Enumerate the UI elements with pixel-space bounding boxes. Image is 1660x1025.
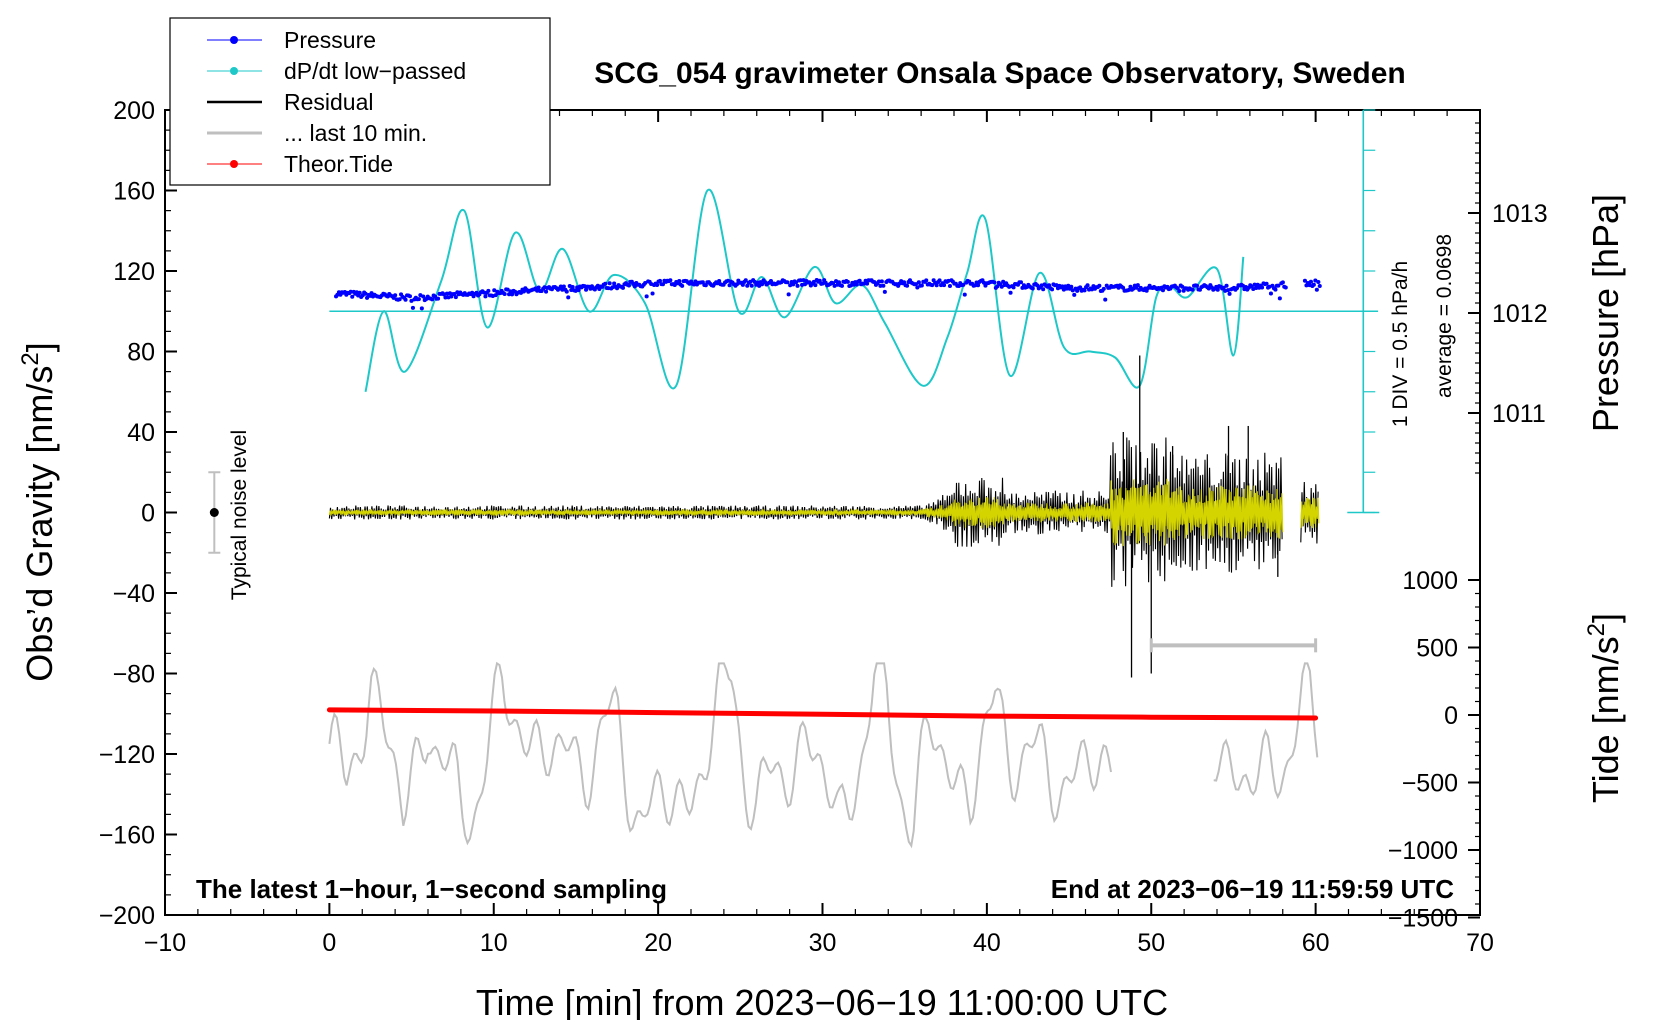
x-tick-label: 70 [1466, 929, 1494, 957]
y-tick-label: 200 [113, 97, 155, 125]
dpdt-scale-bar [1347, 109, 1380, 514]
chart-title: SCG_054 gravimeter Onsala Space Observat… [594, 57, 1406, 90]
y-tick-label: −80 [113, 661, 155, 689]
x-tick-label: 0 [322, 929, 336, 957]
y-axis-tide: 1000 500 0 −500 −1000 −1500 [1388, 567, 1480, 933]
y-left-label-sup: 2 [17, 352, 44, 365]
last10-bar [1149, 638, 1318, 653]
legend-label-last10: ... last 10 min. [284, 120, 427, 146]
x-tick-label: −10 [144, 929, 186, 957]
grey-series-line-2 [1213, 662, 1319, 800]
y-tick-label: 0 [141, 500, 155, 528]
legend-label-tide: Theor.Tide [284, 151, 393, 177]
grey-band-series [328, 661, 1319, 849]
tide-tick-label: −500 [1402, 770, 1458, 798]
x-tick-label: 40 [973, 929, 1001, 957]
legend-item-residual: Residual [207, 89, 374, 115]
legend-marker-pressure [230, 36, 238, 44]
x-tick-label: 30 [809, 929, 837, 957]
x-tick-label: 10 [480, 929, 508, 957]
y-tick-label: 160 [113, 178, 155, 206]
tide-axis-label: Tide [nm/s2] [1583, 613, 1626, 803]
legend-item-last10: ... last 10 min. [207, 120, 427, 146]
grey-series-line-1 [328, 661, 1112, 849]
bottom-right-note: End at 2023−06−19 11:59:59 UTC [1051, 874, 1454, 904]
tide-tick-label: 500 [1416, 635, 1458, 663]
legend-item-pressure: Pressure [207, 27, 376, 53]
x-axis: −10 0 10 20 30 40 50 60 70 [144, 110, 1494, 957]
tide-tick-label: 0 [1444, 702, 1458, 730]
y-axis-pressure: 1013 1012 1011 [1468, 122, 1548, 474]
bottom-left-note: The latest 1−hour, 1−second sampling [196, 874, 667, 904]
tide-line [326, 707, 1319, 721]
pressure-tick-label: 1011 [1492, 400, 1546, 428]
legend-marker-dpdt [230, 67, 238, 75]
legend-label-dpdt: dP/dt low−passed [284, 58, 466, 84]
filtered-line-1 [328, 478, 1284, 547]
legend: Pressure dP/dt low−passed Residual ... l… [169, 17, 551, 186]
dpdt-line [364, 188, 1245, 393]
residual-series [328, 355, 1320, 678]
pressure-tick-label: 1013 [1492, 200, 1548, 228]
tide-label-main: Tide [nm/s [1585, 636, 1626, 803]
x-axis-label: Time [min] from 2023−06−19 11:00:00 UTC [476, 982, 1168, 1020]
x-tick-label: 50 [1137, 929, 1165, 957]
div-annotation: 1 DIV = 0.5 hPa/h [1389, 261, 1412, 427]
tide-tick-label: 1000 [1402, 567, 1458, 595]
y-tick-label: 40 [127, 419, 155, 447]
y-tick-label: −200 [99, 902, 155, 930]
legend-label-pressure: Pressure [284, 27, 376, 53]
y-tick-label: −160 [99, 822, 155, 850]
legend-item-tide: Theor.Tide [207, 151, 393, 177]
pressure-dots [334, 278, 1322, 311]
x-tick-label: 60 [1302, 929, 1330, 957]
y-tick-label: 80 [127, 339, 155, 367]
tide-tick-label: −1000 [1388, 837, 1458, 865]
noise-bar [208, 471, 221, 554]
pressure-series [334, 278, 1322, 311]
dpdt-series [329, 188, 1379, 393]
noise-bar-dot [209, 508, 219, 517]
legend-item-dpdt: dP/dt low−passed [207, 58, 466, 84]
noise-annotation: Typical noise level [228, 430, 251, 600]
y-left-label-close: ] [19, 342, 60, 352]
legend-label-residual: Residual [284, 89, 374, 115]
y-axis-left: 200 160 120 80 40 0 −40 −80 −120 −160 −200 [99, 97, 177, 930]
tide-series [326, 707, 1319, 721]
x-tick-label: 20 [644, 929, 672, 957]
y-left-label-main: Obs’d Gravity [nm/s [19, 366, 60, 682]
y-tick-label: −40 [113, 580, 155, 608]
legend-marker-tide [230, 160, 238, 168]
tide-label-sup: 2 [1583, 623, 1610, 636]
pressure-axis-label: Pressure [hPa] [1585, 194, 1626, 432]
tide-label-close: ] [1585, 613, 1626, 623]
y-tick-label: −120 [99, 741, 155, 769]
filtered-line-2 [1300, 497, 1320, 529]
average-annotation: average = 0.0698 [1433, 234, 1456, 398]
pressure-tick-label: 1012 [1492, 300, 1548, 328]
y-axis-left-label: Obs’d Gravity [nm/s2] [17, 342, 60, 681]
tide-tick-label: −1500 [1388, 905, 1458, 933]
y-tick-label: 120 [113, 258, 155, 286]
residual-line-1 [328, 437, 1283, 587]
